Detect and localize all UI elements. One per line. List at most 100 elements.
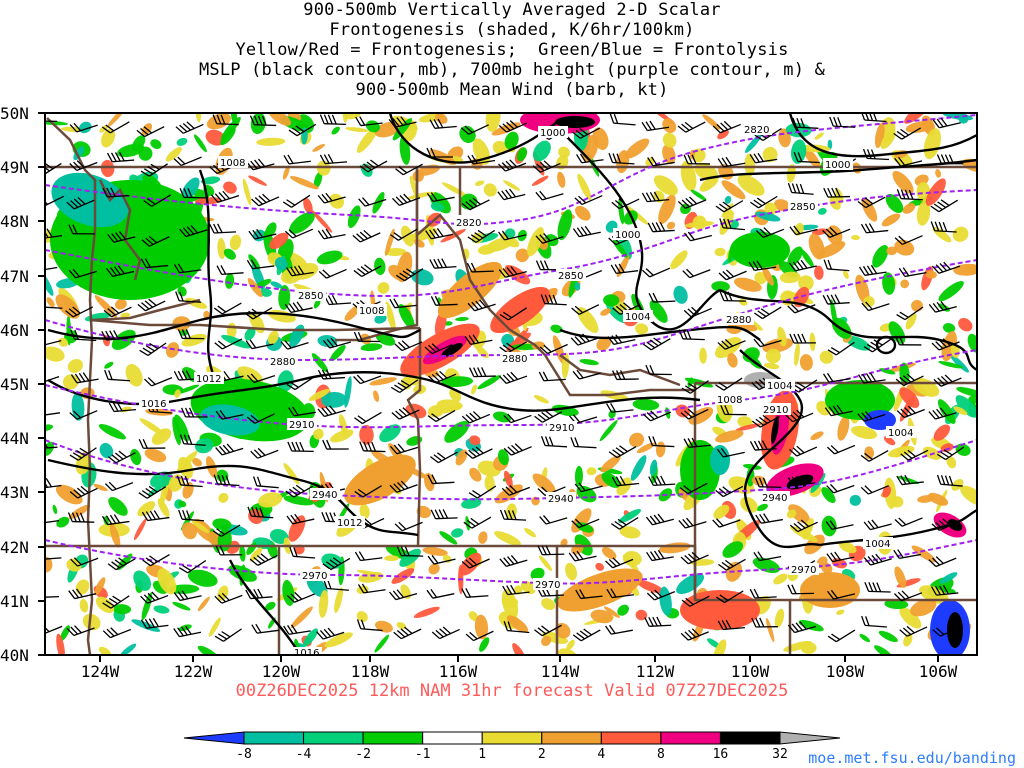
wind-barb <box>857 410 886 422</box>
wind-barb <box>717 156 746 168</box>
wind-barb <box>101 330 129 341</box>
wind-barb <box>45 520 60 525</box>
wind-barb <box>45 297 63 309</box>
wind-barb <box>107 231 136 243</box>
wind-barb <box>497 188 526 201</box>
river-columbia <box>91 298 201 322</box>
wind-barb <box>900 449 929 461</box>
wind-barb <box>788 259 817 272</box>
chart-title-block: 900-500mb Vertically Averaged 2-D Scalar… <box>0 0 1024 100</box>
svg-text:1012: 1012 <box>337 518 362 529</box>
title-line-5: 900-500mb Mean Wind (barb, kt) <box>355 80 669 100</box>
wind-barb <box>498 266 527 278</box>
wind-barb <box>286 513 315 525</box>
wind-barb <box>179 225 208 238</box>
wind-barb <box>461 557 490 569</box>
colorbar-segment <box>541 731 602 745</box>
wind-barb <box>933 374 962 387</box>
wind-barb <box>319 154 348 165</box>
wind-barb <box>286 376 314 391</box>
wind-barb <box>318 268 347 279</box>
wind-barb <box>826 444 856 455</box>
wind-barb <box>467 154 496 165</box>
svg-text:2820: 2820 <box>456 218 481 229</box>
wind-barb <box>571 518 600 529</box>
wind-barb <box>138 485 167 499</box>
wind-barb <box>822 294 850 305</box>
border-wyoming-west <box>693 383 790 602</box>
wind-barb <box>648 436 675 448</box>
title-line-1: 900-500mb Vertically Averaged 2-D Scalar <box>303 0 721 20</box>
wind-barb <box>106 151 135 163</box>
wind-barb <box>574 195 603 206</box>
wind-barb <box>244 307 273 320</box>
wind-barb <box>644 616 672 627</box>
wind-barb <box>426 192 455 203</box>
wind-barb <box>214 338 243 350</box>
wind-barb <box>823 259 850 272</box>
wind-barb <box>389 480 418 493</box>
wind-barb <box>642 410 672 422</box>
height-label: 2910 <box>547 421 577 434</box>
political-borders <box>45 117 977 655</box>
wind-barb <box>647 156 675 167</box>
lon-label: 122W <box>174 662 213 681</box>
wind-barb <box>176 475 203 488</box>
colorbar-segment <box>600 731 662 745</box>
svg-text:1016: 1016 <box>141 399 166 410</box>
svg-text:2850: 2850 <box>298 291 323 302</box>
wind-barb <box>679 482 708 495</box>
wind-barb <box>646 549 674 562</box>
lon-label: 124W <box>81 662 120 681</box>
lat-label: 46N <box>0 321 29 340</box>
height-label: 2850 <box>788 200 818 213</box>
wind-barb <box>45 120 58 122</box>
wind-barb <box>894 517 923 527</box>
wind-barb <box>499 341 528 354</box>
wind-barb <box>683 437 711 448</box>
wind-barb <box>213 302 242 315</box>
wind-barb <box>391 193 421 206</box>
wind-barb <box>717 619 745 631</box>
wind-barb <box>250 447 279 459</box>
wind-barb <box>137 298 166 312</box>
wind-barb <box>104 481 134 492</box>
colorbar-label: -2 <box>355 747 371 762</box>
wind-barb <box>893 127 921 140</box>
wind-barb <box>611 370 639 381</box>
wind-barb <box>427 554 456 565</box>
svg-text:1008: 1008 <box>717 395 742 406</box>
wind-barb <box>45 557 62 561</box>
svg-text:2970: 2970 <box>791 565 816 576</box>
wind-barb <box>712 120 741 134</box>
pressure-label: 1000 <box>823 158 853 171</box>
wind-barb <box>894 335 922 346</box>
svg-text:2940: 2940 <box>548 494 573 505</box>
wind-barb <box>389 589 418 601</box>
lat-label: 45N <box>0 375 29 394</box>
latitude-axis: 50N 49N 48N 47N 46N 45N 44N 43N 42N 41N … <box>0 104 45 665</box>
wind-barb <box>677 121 706 133</box>
wind-barb <box>252 476 279 489</box>
wind-barb <box>466 262 494 273</box>
svg-text:2910: 2910 <box>763 405 788 416</box>
colorbar-label: 2 <box>538 747 546 762</box>
wind-barb <box>463 516 492 529</box>
wind-barb <box>899 625 928 637</box>
wind-barb <box>896 405 925 419</box>
wind-barb <box>428 370 457 384</box>
height-label: 2880 <box>724 313 754 326</box>
wind-barb <box>245 588 273 600</box>
wind-barb <box>715 200 744 213</box>
wind-barb <box>718 269 747 281</box>
wind-barb <box>932 626 961 637</box>
wind-barb <box>753 306 782 320</box>
source-credit: moe.met.fsu.edu/banding <box>808 749 1016 767</box>
lon-label: 118W <box>351 662 390 681</box>
wind-barb <box>499 307 528 321</box>
wind-barb <box>642 337 671 351</box>
wind-barb <box>251 193 280 207</box>
wind-barb <box>102 595 130 609</box>
wind-barb <box>317 369 346 380</box>
